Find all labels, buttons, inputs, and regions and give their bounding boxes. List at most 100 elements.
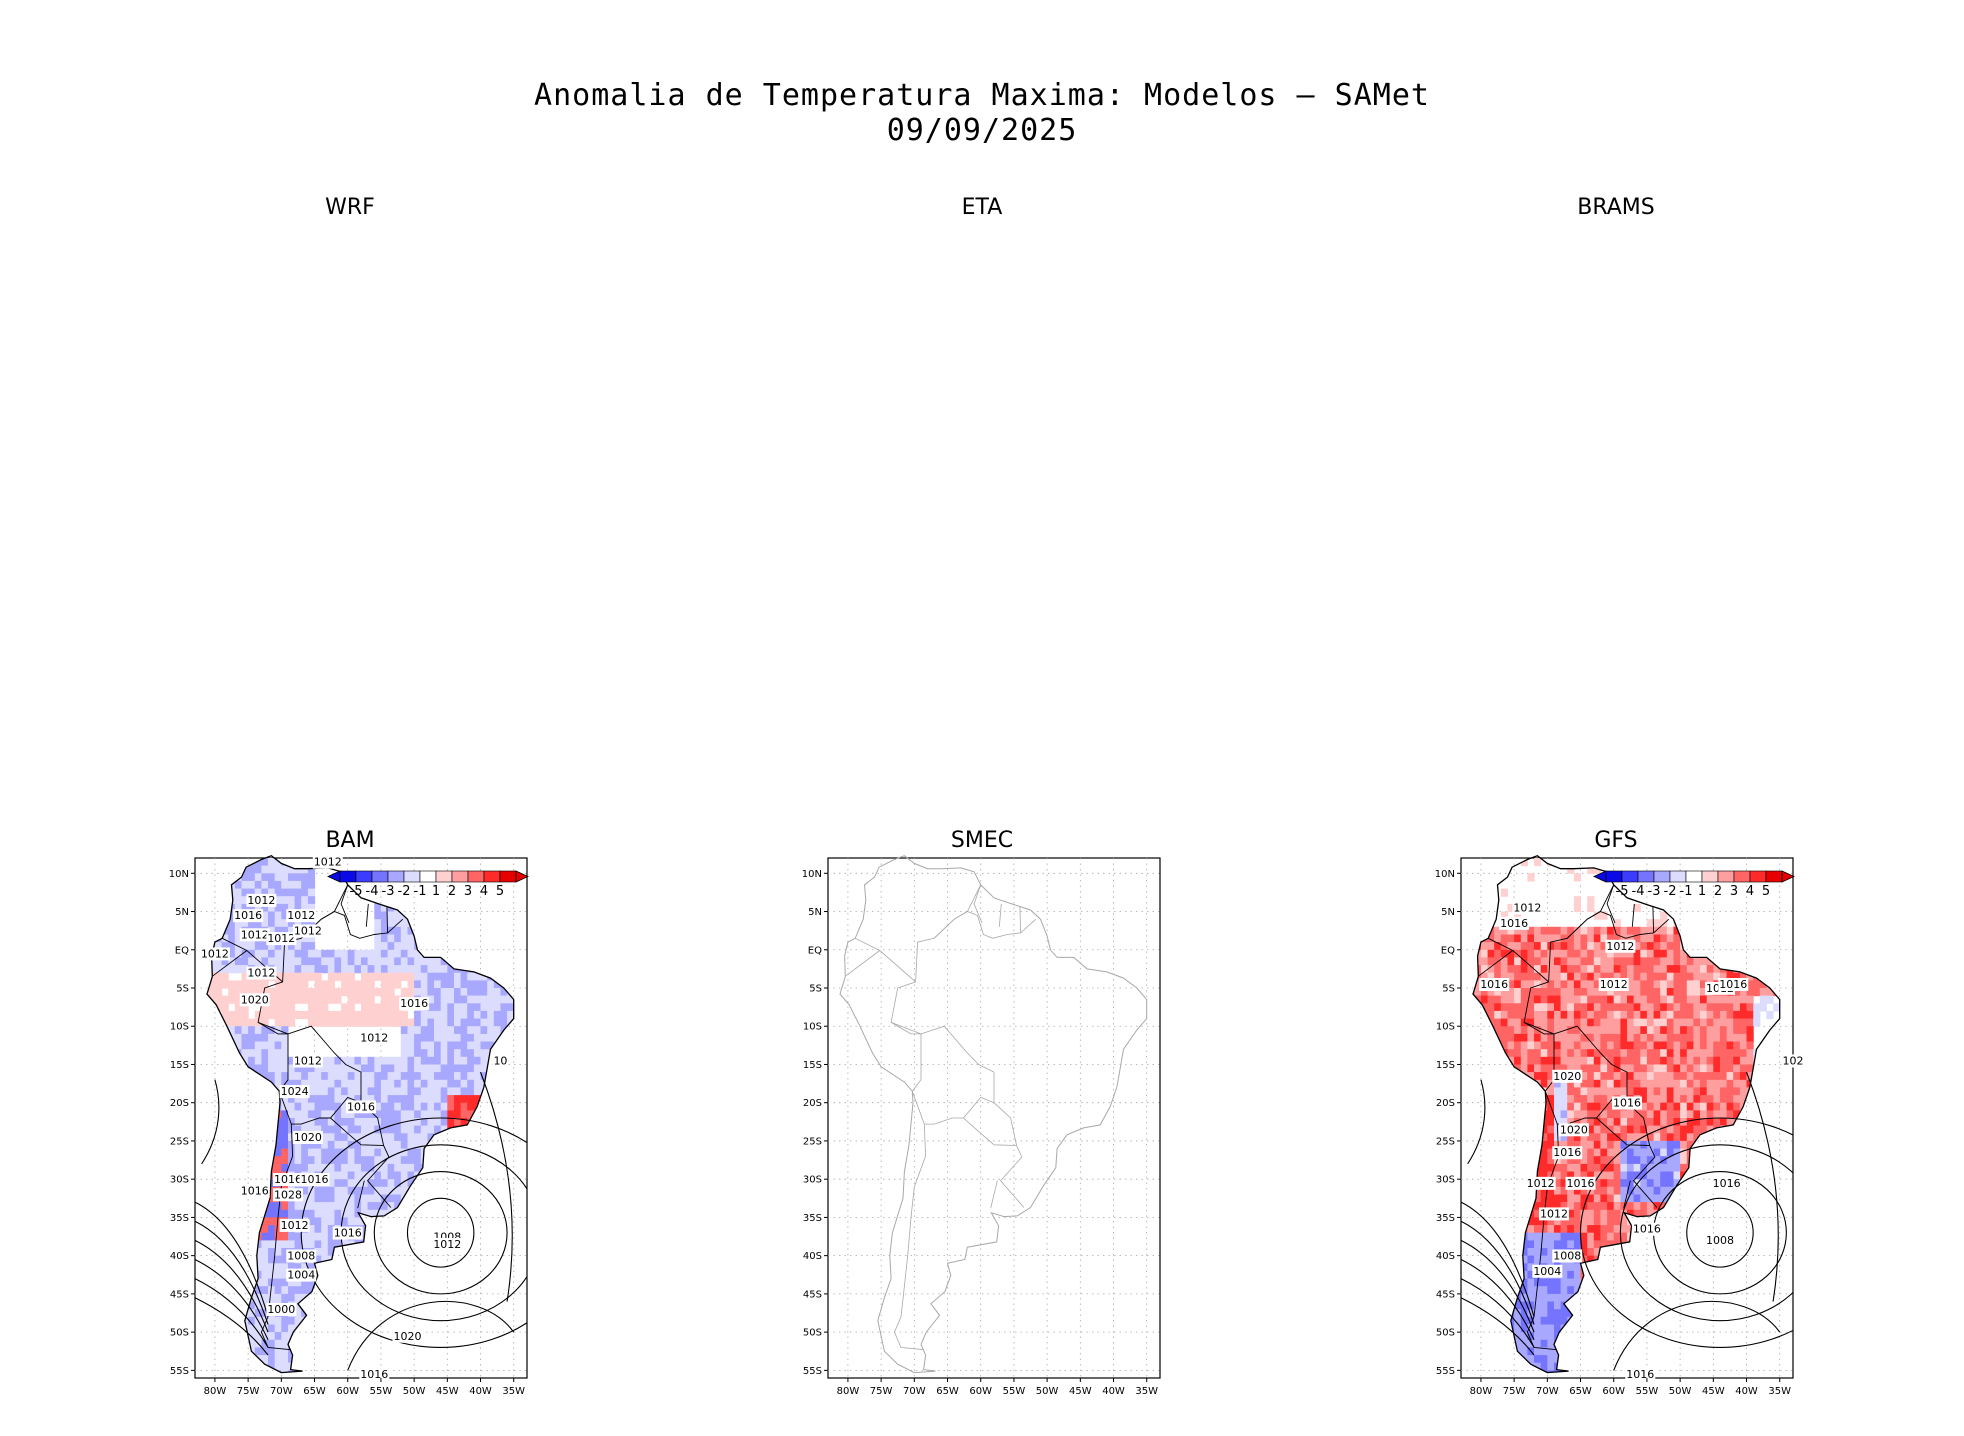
anomaly-cell xyxy=(1580,1156,1588,1165)
anomaly-cell xyxy=(434,988,442,997)
anomaly-cell xyxy=(268,858,276,867)
anomaly-cell xyxy=(241,1010,249,1020)
anomaly-cell xyxy=(274,1010,282,1020)
anomaly-cell xyxy=(1640,1095,1648,1104)
anomaly-cell xyxy=(307,1110,316,1119)
anomaly-cell xyxy=(447,1026,455,1035)
anomaly-cell xyxy=(288,949,296,958)
anomaly-cell xyxy=(274,1148,282,1157)
anomaly-cell xyxy=(1534,995,1542,1004)
anomaly-cell xyxy=(1660,965,1668,974)
anomaly-cell xyxy=(1633,1110,1641,1119)
anomaly-cell xyxy=(354,957,362,966)
anomaly-cell xyxy=(1686,1072,1694,1081)
anomaly-cell xyxy=(380,1118,389,1127)
border-line xyxy=(933,911,1037,939)
anomaly-cell xyxy=(1567,1049,1575,1058)
anomaly-cell xyxy=(307,865,316,874)
anomaly-cell xyxy=(241,888,249,897)
anomaly-cell xyxy=(1534,926,1542,935)
anomaly-cell xyxy=(314,1010,322,1020)
anomaly-cell xyxy=(1547,1003,1555,1012)
anomaly-cell xyxy=(1554,1049,1562,1058)
anomaly-cell xyxy=(1620,965,1628,974)
anomaly-cell xyxy=(1640,1087,1648,1096)
anomaly-cell xyxy=(1554,1087,1562,1096)
anomaly-cell xyxy=(440,1010,448,1020)
anomaly-cell xyxy=(440,980,448,989)
anomaly-cell xyxy=(361,1194,369,1203)
anomaly-cell xyxy=(427,972,435,981)
anomaly-cell xyxy=(434,1041,442,1050)
anomaly-cell xyxy=(1720,1003,1728,1012)
anomaly-cell xyxy=(387,972,395,981)
anomaly-cell xyxy=(1633,1079,1641,1088)
anomaly-cell xyxy=(1613,1064,1621,1073)
y-tick-label: 5N xyxy=(808,907,822,918)
anomaly-cell xyxy=(288,1064,296,1073)
anomaly-cell xyxy=(420,980,428,989)
anomaly-cell xyxy=(1573,957,1582,966)
y-tick-label: 5S xyxy=(176,984,189,995)
anomaly-cell xyxy=(467,995,475,1004)
anomaly-cell xyxy=(248,949,256,958)
anomaly-cell xyxy=(321,965,329,974)
anomaly-cell xyxy=(427,965,435,974)
anomaly-cell xyxy=(254,1309,262,1318)
anomaly-cell xyxy=(307,1003,316,1012)
anomaly-cell xyxy=(281,1140,289,1150)
anomaly-cell xyxy=(281,980,289,989)
anomaly-cell xyxy=(1713,1026,1721,1035)
anomaly-cell xyxy=(268,903,276,913)
anomaly-cell xyxy=(281,1255,289,1264)
anomaly-cell xyxy=(1700,1049,1708,1058)
anomaly-cell xyxy=(1500,957,1508,966)
anomaly-cell xyxy=(361,1156,369,1165)
anomaly-cell xyxy=(1514,949,1522,958)
anomaly-cell xyxy=(1733,995,1741,1004)
anomaly-cell xyxy=(268,911,276,920)
anomaly-cell xyxy=(454,1018,462,1027)
anomaly-cell xyxy=(1720,972,1728,981)
panel-title-wrf: WRF xyxy=(325,195,375,220)
anomaly-cell xyxy=(367,1003,375,1012)
anomaly-cell xyxy=(380,995,389,1004)
anomaly-cell xyxy=(1739,1033,1748,1043)
anomaly-cell xyxy=(1520,1026,1528,1035)
anomaly-cell xyxy=(1560,1163,1568,1173)
anomaly-cell xyxy=(380,1133,389,1142)
anomaly-cell xyxy=(1554,988,1562,997)
anomaly-cell xyxy=(254,1033,262,1043)
anomaly-cell xyxy=(1620,1026,1628,1035)
anomaly-cell xyxy=(387,1003,395,1012)
anomaly-cell xyxy=(480,1072,488,1081)
anomaly-cell xyxy=(1547,949,1555,958)
anomaly-cell xyxy=(1640,1118,1648,1127)
anomaly-cell xyxy=(261,919,269,928)
anomaly-cell xyxy=(321,1140,329,1150)
x-tick-label: 40W xyxy=(1102,1386,1125,1397)
anomaly-cell xyxy=(288,1240,296,1249)
anomaly-cell xyxy=(1686,1010,1694,1020)
anomaly-cell xyxy=(1587,1118,1595,1127)
anomaly-cell xyxy=(1653,1102,1661,1111)
anomaly-cell xyxy=(1706,1018,1714,1027)
anomaly-cell xyxy=(1713,1033,1721,1043)
anomaly-cell xyxy=(268,1286,276,1295)
anomaly-cell xyxy=(1607,1163,1615,1173)
anomaly-cell xyxy=(1627,965,1635,974)
anomaly-cell xyxy=(1640,1056,1648,1065)
anomaly-cell xyxy=(268,1186,276,1195)
anomaly-cell xyxy=(394,995,402,1004)
anomaly-cell xyxy=(1720,1118,1728,1127)
anomaly-cell xyxy=(1507,926,1515,935)
anomaly-cell xyxy=(234,1003,242,1012)
anomaly-cell xyxy=(467,980,475,989)
anomaly-cell xyxy=(1600,1133,1608,1142)
anomaly-cell xyxy=(1653,942,1661,951)
anomaly-cell xyxy=(307,1225,316,1234)
anomaly-cell xyxy=(1607,1010,1615,1020)
anomaly-cell xyxy=(1600,1010,1608,1020)
anomaly-cell xyxy=(274,995,282,1004)
anomaly-cell xyxy=(1700,965,1708,974)
